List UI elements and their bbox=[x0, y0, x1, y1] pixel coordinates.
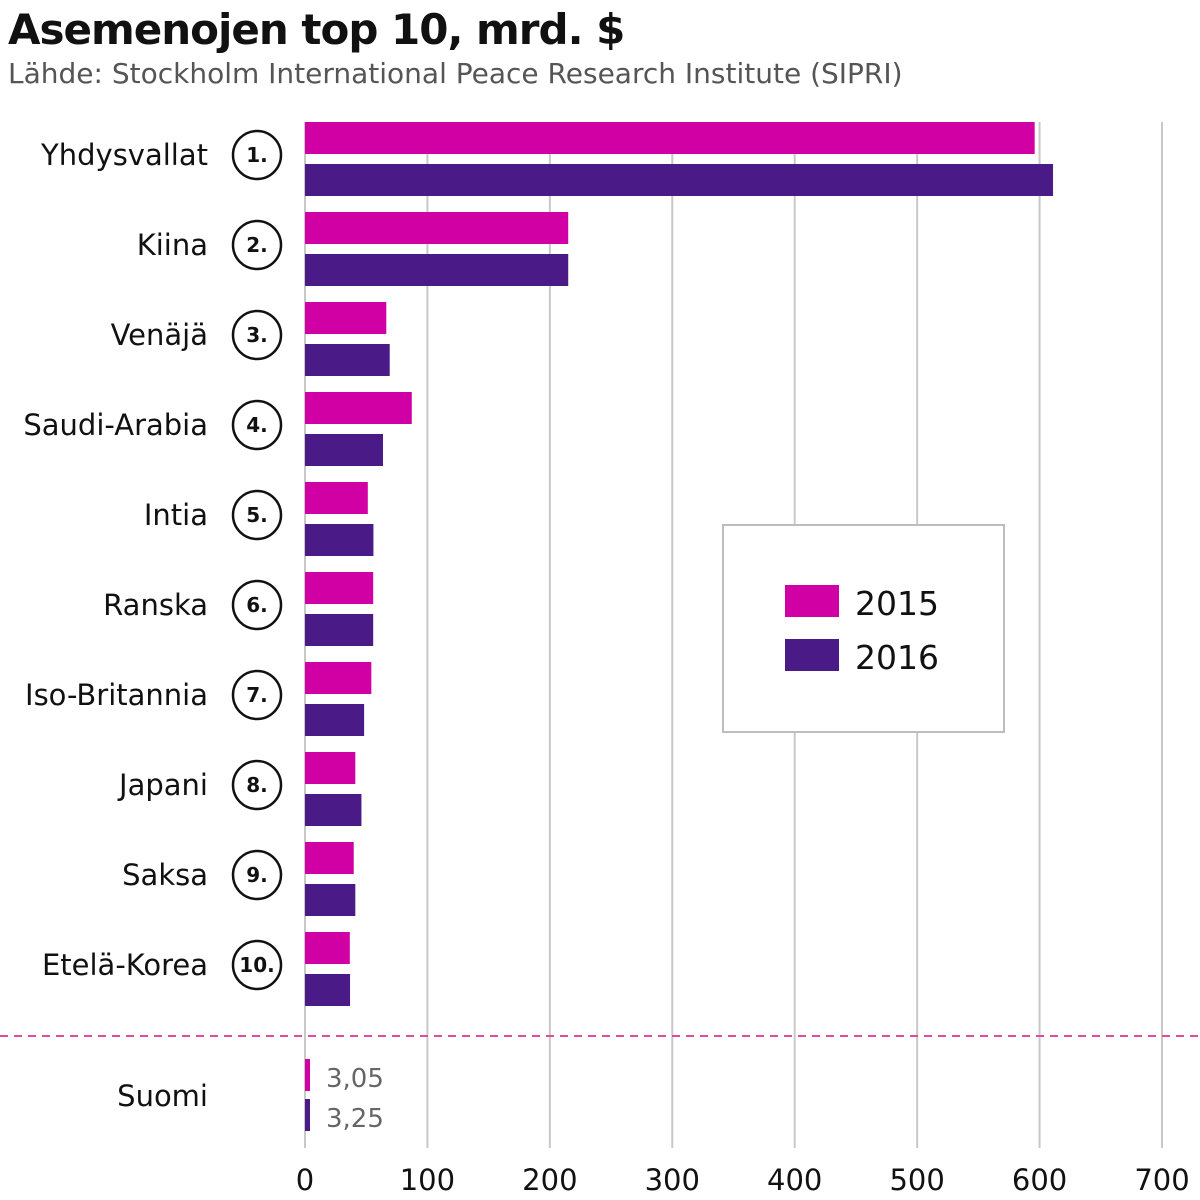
x-tick-label: 100 bbox=[400, 1163, 455, 1197]
category-label: Venäjä bbox=[111, 318, 208, 352]
category-label: Saudi-Arabia bbox=[23, 408, 208, 442]
chart-title: Asemenojen top 10, mrd. $ bbox=[8, 5, 625, 54]
x-tick-label: 400 bbox=[767, 1163, 822, 1197]
bars bbox=[305, 122, 1054, 1006]
bar-2016-7 bbox=[305, 794, 362, 826]
rank-badge bbox=[231, 219, 283, 271]
bar-suomi-2016 bbox=[305, 1099, 310, 1131]
bar-2016-9 bbox=[305, 974, 351, 1006]
x-axis-ticks: 0 100 200 300 400 500 600 700 bbox=[296, 1163, 1190, 1197]
rank-badge bbox=[231, 939, 283, 991]
category-label: Japani bbox=[117, 768, 208, 802]
rank-label: 9. bbox=[246, 863, 268, 887]
bar-2016-3 bbox=[305, 434, 383, 466]
x-tick-label: 700 bbox=[1134, 1163, 1189, 1197]
category-label: Saksa bbox=[122, 858, 208, 892]
bar-2015-8 bbox=[305, 842, 354, 874]
x-tick-label: 300 bbox=[645, 1163, 700, 1197]
x-tick-label: 200 bbox=[522, 1163, 577, 1197]
grid-lines bbox=[304, 122, 1163, 1148]
bar-2016-4 bbox=[305, 524, 374, 556]
x-tick-label: 500 bbox=[889, 1163, 944, 1197]
bar-2015-7 bbox=[305, 752, 356, 784]
rank-badge bbox=[231, 579, 283, 631]
category-label: Yhdysvallat bbox=[40, 138, 208, 172]
legend-swatch-2015 bbox=[785, 585, 839, 617]
category-label-suomi: Suomi bbox=[117, 1079, 208, 1113]
chart-subtitle: Lähde: Stockholm International Peace Res… bbox=[8, 57, 903, 90]
rank-label: 3. bbox=[246, 323, 268, 347]
legend-label-2016: 2016 bbox=[855, 638, 939, 677]
rank-label: 5. bbox=[246, 503, 268, 527]
category-label: Iso-Britannia bbox=[25, 678, 208, 712]
rank-badge bbox=[231, 399, 283, 451]
bar-2015-2 bbox=[305, 302, 387, 334]
rank-label: 4. bbox=[246, 413, 268, 437]
legend-swatch-2016 bbox=[785, 639, 839, 671]
bar-2015-3 bbox=[305, 392, 412, 424]
value-label-suomi: 3,25 bbox=[326, 1104, 384, 1134]
category-label: Kiina bbox=[137, 228, 208, 262]
rank-badge bbox=[231, 309, 283, 361]
legend-label-2015: 2015 bbox=[855, 584, 939, 623]
rank-badge bbox=[231, 489, 283, 541]
rank-label: 2. bbox=[246, 233, 268, 257]
legend: 2015 2016 bbox=[722, 524, 1005, 733]
x-tick-label: 0 bbox=[296, 1163, 314, 1197]
category-label: Etelä-Korea bbox=[42, 948, 208, 982]
x-tick-label: 600 bbox=[1012, 1163, 1067, 1197]
rank-label: 1. bbox=[246, 143, 268, 167]
bar-2016-2 bbox=[305, 344, 390, 376]
bar-2016-6 bbox=[305, 704, 365, 736]
category-label: Ranska bbox=[103, 588, 208, 622]
rank-label: 7. bbox=[246, 683, 268, 707]
bar-2016-5 bbox=[305, 614, 374, 646]
value-label-suomi: 3,05 bbox=[326, 1064, 384, 1094]
bar-2015-1 bbox=[305, 212, 569, 244]
bar-2015-9 bbox=[305, 932, 350, 964]
rank-label: 6. bbox=[246, 593, 268, 617]
category-labels: Yhdysvallat 1. Kiina 2. Venäjä 3. Saudi-Arabia… bbox=[23, 129, 283, 991]
rank-badge bbox=[231, 669, 283, 721]
bar-2016-1 bbox=[305, 254, 569, 286]
bar-2015-0 bbox=[305, 122, 1035, 154]
bar-2016-8 bbox=[305, 884, 356, 916]
bar-2015-4 bbox=[305, 482, 368, 514]
rank-label: 10. bbox=[239, 953, 274, 977]
rank-badge bbox=[231, 129, 283, 181]
bar-2016-0 bbox=[305, 164, 1054, 196]
category-label: Intia bbox=[144, 498, 208, 532]
rank-badge bbox=[231, 849, 283, 901]
rank-badge bbox=[231, 759, 283, 811]
bar-2015-6 bbox=[305, 662, 372, 694]
suomi-section: Suomi 3,05 3,25 bbox=[0, 1035, 1200, 1134]
rank-label: 8. bbox=[246, 773, 268, 797]
bar-2015-5 bbox=[305, 572, 374, 604]
legend-box bbox=[722, 524, 1005, 733]
bar-suomi-2015 bbox=[305, 1059, 310, 1091]
